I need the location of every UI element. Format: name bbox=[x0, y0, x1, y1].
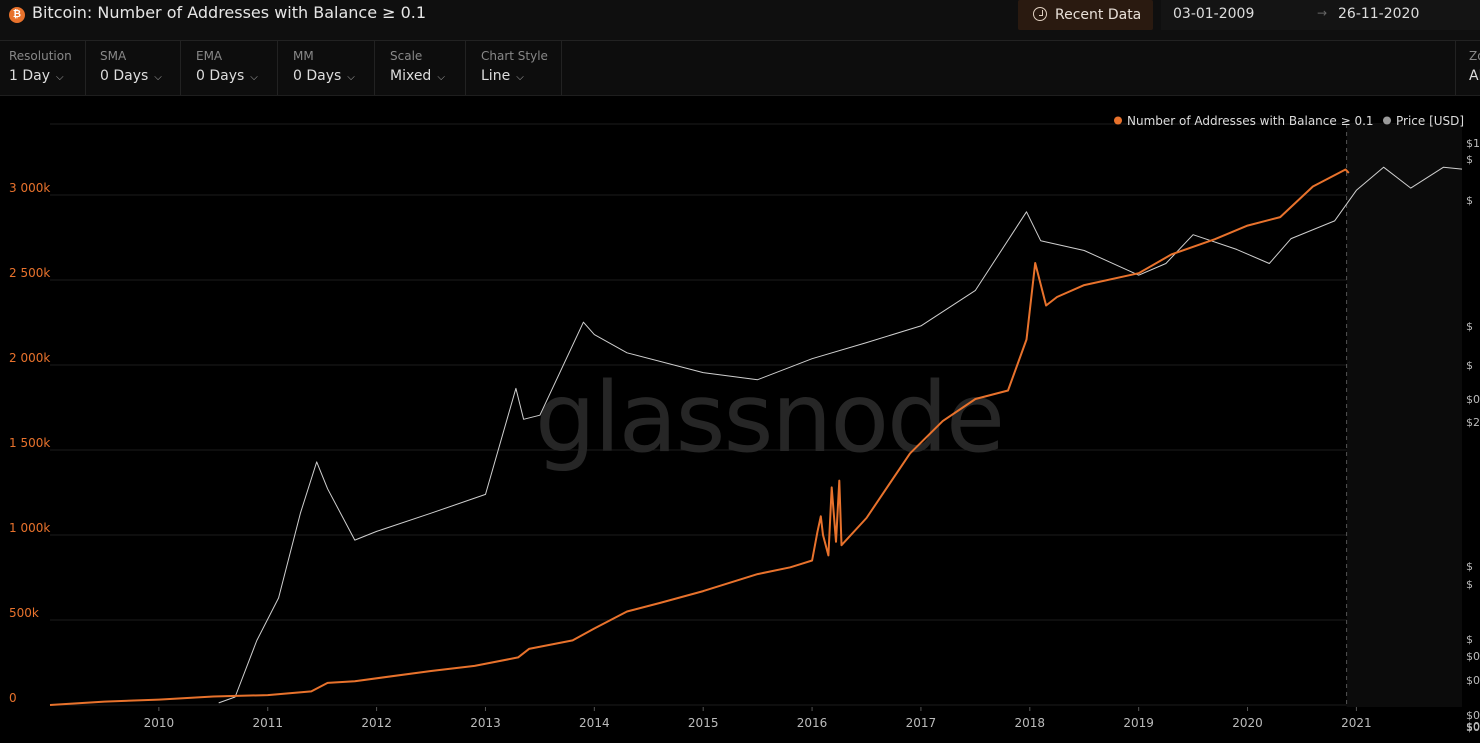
right-tick-label: $0 bbox=[1466, 674, 1480, 687]
bitcoin-icon: ₿ bbox=[9, 7, 25, 23]
chevron-down-icon: ⌵ bbox=[437, 72, 445, 83]
right-axis: $1$$$$$0$2$$$$0$0$0$0$0 bbox=[1466, 137, 1480, 734]
left-tick-label: 0 bbox=[9, 691, 17, 705]
recent-data-label: Recent Data bbox=[1055, 7, 1142, 23]
scale-select[interactable]: Scale Mixed ⌵ bbox=[375, 41, 466, 95]
resolution-label: Resolution bbox=[9, 49, 72, 63]
chevron-down-icon: ⌵ bbox=[154, 72, 162, 83]
chart-style-value: Line bbox=[481, 68, 511, 84]
x-tick-label: 2013 bbox=[470, 716, 501, 730]
right-tick-label: $0 bbox=[1466, 709, 1480, 722]
sma-label: SMA bbox=[100, 49, 127, 63]
right-tick-label: $ bbox=[1466, 320, 1473, 333]
scale-value: Mixed bbox=[390, 68, 432, 84]
chart-title: Bitcoin: Number of Addresses with Balanc… bbox=[32, 3, 427, 22]
legend-label-price: Price [USD] bbox=[1396, 114, 1464, 128]
right-tick-label: $0 bbox=[1466, 720, 1480, 733]
zoom-label: Zo bbox=[1469, 49, 1480, 63]
legend-dot-price bbox=[1383, 116, 1391, 125]
left-tick-label: 2 000k bbox=[9, 351, 50, 365]
date-from-input[interactable]: 03-01-2009 bbox=[1173, 6, 1255, 22]
right-tick-label: $2 bbox=[1466, 416, 1480, 429]
right-tick-label: $ bbox=[1466, 633, 1473, 646]
left-tick-label: 3 000k bbox=[9, 181, 50, 195]
x-tick-label: 2010 bbox=[144, 716, 175, 730]
date-range-picker[interactable]: 03-01-2009 → 26-11-2020 bbox=[1161, 0, 1480, 30]
resolution-value: 1 Day bbox=[9, 68, 51, 84]
grid-lines bbox=[50, 123, 1462, 706]
mm-value: 0 Days bbox=[293, 68, 342, 84]
addresses-series-line bbox=[49, 168, 1350, 706]
left-tick-label: 1 500k bbox=[9, 436, 50, 450]
x-tick-label: 2015 bbox=[688, 716, 719, 730]
x-tick-label: 2014 bbox=[579, 716, 610, 730]
legend-dot-addresses bbox=[1114, 116, 1122, 125]
x-tick-label: 2012 bbox=[361, 716, 392, 730]
zoom-select[interactable]: Zo Al bbox=[1455, 41, 1480, 95]
right-tick-label: $0 bbox=[1466, 650, 1480, 663]
chart-style-label: Chart Style bbox=[481, 49, 548, 63]
date-to-input[interactable]: 26-11-2020 bbox=[1338, 6, 1420, 22]
chart-style-select[interactable]: Chart Style Line ⌵ bbox=[466, 41, 562, 95]
watermark: glassnode bbox=[535, 362, 1003, 474]
x-axis: 2010 2011 2012 2013 2014 2015 2016 2017 2018 2019… bbox=[144, 707, 1372, 730]
legend-label-addresses: Number of Addresses with Balance ≥ 0.1 bbox=[1127, 114, 1374, 128]
right-tick-label: $1 bbox=[1466, 137, 1480, 150]
sma-value: 0 Days bbox=[100, 68, 149, 84]
left-axis: 0 500k 1 000k 1 500k 2 000k 2 500k 3 000k bbox=[9, 181, 50, 705]
price-series-line bbox=[218, 166, 1463, 704]
right-tick-label: $ bbox=[1466, 153, 1473, 166]
scale-label: Scale bbox=[390, 49, 423, 63]
ema-value: 0 Days bbox=[196, 68, 245, 84]
mm-select[interactable]: MM 0 Days ⌵ bbox=[278, 41, 375, 95]
arrow-right-icon: → bbox=[1317, 6, 1328, 20]
recent-period-shade bbox=[1346, 124, 1462, 707]
right-tick-label: $0 bbox=[1466, 721, 1480, 734]
zoom-value: Al bbox=[1469, 68, 1480, 84]
right-tick-label: $ bbox=[1466, 359, 1473, 372]
right-tick-label: $ bbox=[1466, 578, 1473, 591]
x-tick-label: 2020 bbox=[1232, 716, 1263, 730]
right-tick-label: $ bbox=[1466, 194, 1473, 207]
right-tick-label: $0 bbox=[1466, 393, 1480, 406]
x-tick-label: 2011 bbox=[252, 716, 283, 730]
top-bar: ₿ Bitcoin: Number of Addresses with Bala… bbox=[0, 0, 1480, 41]
left-tick-label: 500k bbox=[9, 606, 39, 620]
x-tick-label: 2021 bbox=[1341, 716, 1372, 730]
ema-select[interactable]: EMA 0 Days ⌵ bbox=[181, 41, 278, 95]
x-tick-label: 2018 bbox=[1015, 716, 1046, 730]
chevron-down-icon: ⌵ bbox=[516, 72, 524, 83]
legend: Number of Addresses with Balance ≥ 0.1 Pr… bbox=[1114, 114, 1464, 128]
sma-select[interactable]: SMA 0 Days ⌵ bbox=[86, 41, 181, 95]
mm-label: MM bbox=[293, 49, 314, 63]
clock-icon bbox=[1033, 7, 1047, 21]
x-tick-label: 2017 bbox=[906, 716, 937, 730]
chevron-down-icon: ⌵ bbox=[250, 72, 258, 83]
chart-area[interactable]: glassnode 0 500k 1 000k 1 500k 2 000k 2 500k 3… bbox=[0, 96, 1480, 743]
chevron-down-icon: ⌵ bbox=[56, 72, 64, 83]
left-tick-label: 2 500k bbox=[9, 266, 50, 280]
recent-data-button[interactable]: Recent Data bbox=[1018, 0, 1153, 30]
x-tick-label: 2016 bbox=[797, 716, 828, 730]
x-tick-label: 2019 bbox=[1123, 716, 1154, 730]
left-tick-label: 1 000k bbox=[9, 521, 50, 535]
ema-label: EMA bbox=[196, 49, 223, 63]
series-lines bbox=[49, 166, 1463, 706]
right-tick-label: $ bbox=[1466, 560, 1473, 573]
chevron-down-icon: ⌵ bbox=[347, 72, 355, 83]
resolution-select[interactable]: Resolution 1 Day ⌵ bbox=[0, 41, 86, 95]
chart-controls: Resolution 1 Day ⌵ SMA 0 Days ⌵ EMA 0 Days… bbox=[0, 41, 1480, 96]
